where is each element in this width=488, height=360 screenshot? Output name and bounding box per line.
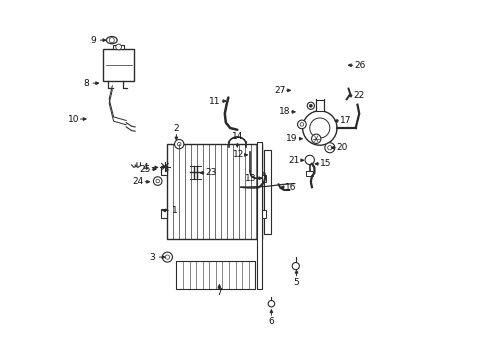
Text: 8: 8 xyxy=(83,79,89,88)
Circle shape xyxy=(177,142,181,146)
Bar xyxy=(305,171,313,176)
Text: 19: 19 xyxy=(286,134,297,143)
Text: 3: 3 xyxy=(149,253,155,262)
Text: 1: 1 xyxy=(172,206,178,215)
Text: 20: 20 xyxy=(336,143,347,152)
Circle shape xyxy=(306,102,314,109)
Text: 24: 24 xyxy=(132,177,143,186)
Circle shape xyxy=(116,44,121,50)
Text: 5: 5 xyxy=(293,278,299,287)
Circle shape xyxy=(300,123,303,126)
Text: 7: 7 xyxy=(216,288,222,297)
Text: 15: 15 xyxy=(320,159,331,168)
Text: 16: 16 xyxy=(285,183,296,192)
Text: 18: 18 xyxy=(278,107,289,116)
Bar xyxy=(161,166,167,175)
Bar xyxy=(113,45,124,49)
Circle shape xyxy=(324,143,334,153)
Bar xyxy=(264,149,270,234)
Text: 6: 6 xyxy=(268,317,274,326)
Text: 23: 23 xyxy=(205,168,216,177)
Text: 14: 14 xyxy=(231,132,243,141)
Circle shape xyxy=(153,177,162,185)
Text: 9: 9 xyxy=(90,36,96,45)
Circle shape xyxy=(165,255,169,259)
Circle shape xyxy=(162,252,172,262)
Text: 17: 17 xyxy=(339,116,351,125)
Text: 10: 10 xyxy=(67,114,79,123)
Circle shape xyxy=(327,145,331,150)
Text: 26: 26 xyxy=(354,61,365,70)
Circle shape xyxy=(311,134,320,143)
Text: 12: 12 xyxy=(232,150,244,159)
Circle shape xyxy=(309,104,312,107)
Text: 13: 13 xyxy=(244,174,256,183)
Text: 4: 4 xyxy=(142,163,148,172)
Bar xyxy=(257,142,261,289)
Text: 11: 11 xyxy=(209,96,221,105)
Circle shape xyxy=(109,38,114,42)
Circle shape xyxy=(156,179,159,183)
Text: 22: 22 xyxy=(353,91,364,100)
Ellipse shape xyxy=(106,37,117,44)
Circle shape xyxy=(174,139,183,149)
Bar xyxy=(176,261,255,289)
Bar xyxy=(161,209,167,218)
Text: 21: 21 xyxy=(288,156,299,165)
Text: 2: 2 xyxy=(173,123,179,132)
Bar xyxy=(167,144,262,239)
Circle shape xyxy=(309,118,329,138)
Circle shape xyxy=(297,120,305,129)
Circle shape xyxy=(305,155,314,165)
Circle shape xyxy=(267,301,274,307)
Bar xyxy=(260,175,266,182)
Circle shape xyxy=(302,111,336,145)
Text: 27: 27 xyxy=(273,86,285,95)
FancyArrow shape xyxy=(315,100,323,111)
Circle shape xyxy=(292,262,299,270)
FancyBboxPatch shape xyxy=(102,49,134,81)
Bar xyxy=(260,211,266,218)
Text: 25: 25 xyxy=(139,165,150,174)
